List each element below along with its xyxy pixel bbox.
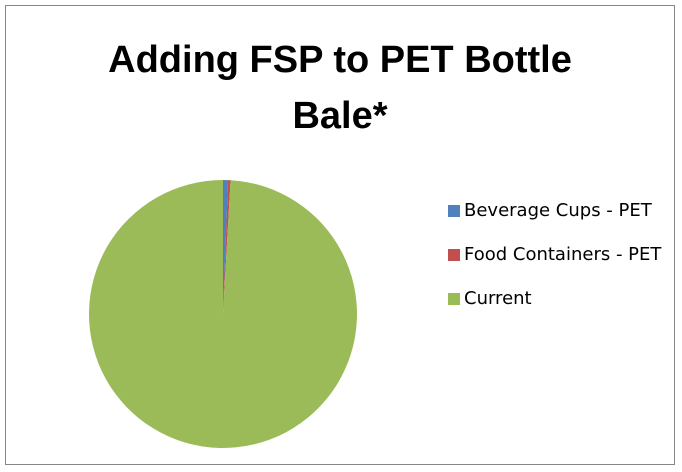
legend: Beverage Cups - PET Food Containers - PET… (448, 196, 668, 328)
pie-slice-beverage-cups-pet (223, 180, 229, 314)
legend-label: Current (464, 288, 532, 309)
legend-swatch (448, 293, 460, 305)
legend-label: Beverage Cups - PET (464, 200, 652, 221)
legend-label: Food Containers - PET (464, 244, 662, 265)
legend-swatch (448, 249, 460, 261)
legend-swatch (448, 205, 460, 217)
pie-slice-food-containers-pet (223, 180, 231, 314)
legend-item: Current (448, 284, 668, 314)
legend-item: Beverage Cups - PET (448, 196, 668, 226)
legend-item: Food Containers - PET (448, 240, 668, 270)
pie-slice-current (88, 180, 357, 448)
chart-title: Adding FSP to PET Bottle Bale* (108, 39, 572, 137)
